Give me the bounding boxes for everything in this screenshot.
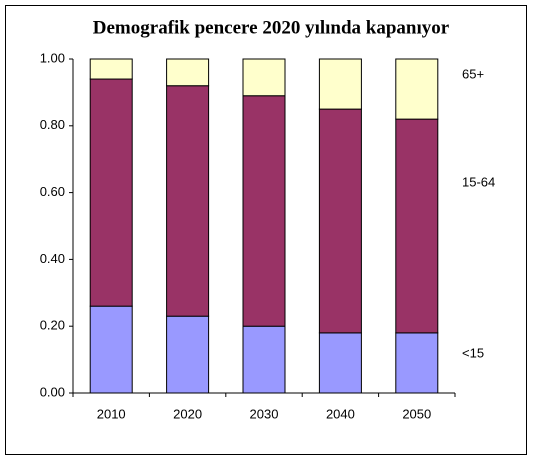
bar-segment [318,332,362,394]
bar-segment [318,58,362,110]
bar-segment [395,332,439,394]
chart-title: Demografik pencere 2020 yılında kapanıyo… [93,17,450,38]
series-label: 65+ [462,66,484,81]
x-tick-label: 2030 [250,406,279,421]
bar-segment [242,325,286,394]
x-tick-label: 2050 [402,406,431,421]
bar-segment [89,305,133,394]
bar-segment [166,315,210,394]
bar-segment [166,85,210,317]
bar-segment [318,108,362,334]
x-tick-label: 2010 [97,406,126,421]
y-tick-label: 1.00 [40,50,65,65]
x-tick-label: 2040 [326,406,355,421]
bar-segment [242,95,286,327]
y-tick-label: 0.40 [40,251,65,266]
y-tick-label: 0.20 [40,318,65,333]
y-tick-label: 0.00 [40,384,65,399]
bar-segment [242,58,286,97]
bar-segment [395,58,439,120]
bar-segment [395,118,439,334]
bar-segment [89,58,133,80]
series-label: 15-64 [462,174,495,189]
x-tick-label: 2020 [173,406,202,421]
y-tick-label: 0.80 [40,117,65,132]
bar-segment [89,78,133,307]
series-label: <15 [462,345,484,360]
bar-segment [166,58,210,87]
y-tick-label: 0.60 [40,184,65,199]
